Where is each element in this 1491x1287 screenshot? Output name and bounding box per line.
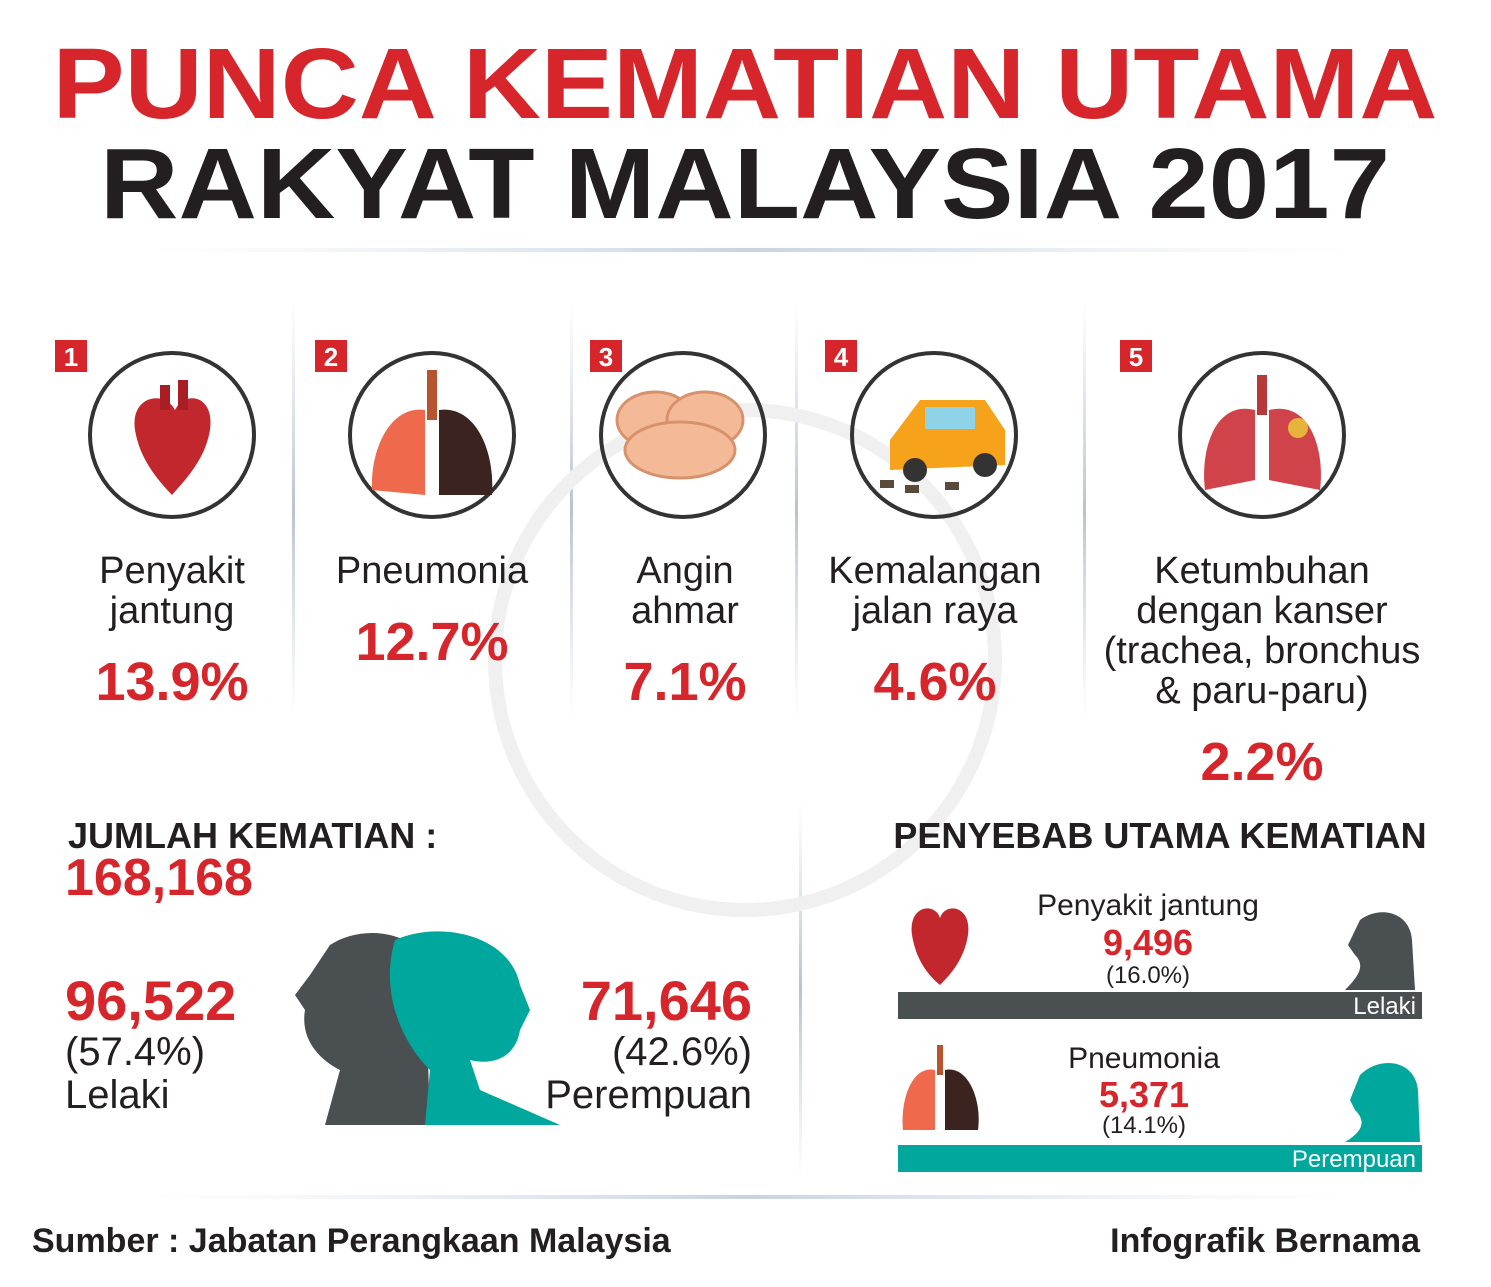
rank: 2: [324, 342, 338, 372]
rank-badge: [1120, 340, 1152, 372]
male-share: (57.4%): [65, 1030, 205, 1074]
rank: 5: [1129, 342, 1143, 372]
cause-label: Pneumonia: [336, 550, 529, 592]
female-label: Perempuan: [545, 1073, 752, 1117]
rank-badge: [55, 340, 87, 372]
leading-group: Lelaki: [1353, 993, 1416, 1020]
brain-icon: [615, 390, 745, 480]
male-label: Lelaki: [65, 1073, 170, 1117]
total-label: JUMLAH KEMATIAN :: [68, 815, 437, 856]
column-dividers: [292, 300, 1086, 1180]
rank: 1: [64, 342, 78, 372]
leading-share: (14.1%): [1102, 1112, 1186, 1139]
leading-group: Perempuan: [1292, 1146, 1416, 1173]
cause-label: Penyakit: [99, 550, 245, 592]
cause-percent: 4.6%: [873, 652, 996, 712]
title-line-2: RAKYAT MALAYSIA 2017: [100, 128, 1390, 240]
leading-value: 5,371: [1099, 1074, 1189, 1115]
cause-label: (trachea, bronchus: [1104, 630, 1421, 672]
rank: 3: [599, 342, 613, 372]
heads-icon: [295, 931, 560, 1125]
leading-cause: Pneumonia: [1068, 1042, 1220, 1075]
cause-label: ahmar: [631, 590, 739, 632]
cause-percent: 2.2%: [1200, 732, 1323, 792]
cause-label: dengan kanser: [1136, 590, 1388, 632]
heart-small: [911, 908, 969, 985]
male-value: 96,522: [65, 969, 236, 1032]
leading-value: 9,496: [1103, 922, 1193, 963]
title-line-1: PUNCA KEMATIAN UTAMA: [53, 28, 1438, 140]
female-head: [1345, 1063, 1420, 1142]
icons: [88, 351, 1346, 519]
heart-icon: [134, 380, 211, 495]
male-head: [1345, 912, 1415, 990]
leading-title: PENYEBAB UTAMA KEMATIAN: [893, 815, 1426, 856]
leading-share: (16.0%): [1106, 962, 1190, 989]
male-bar: [898, 992, 1422, 1019]
leading-cause: Penyakit jantung: [1037, 889, 1259, 922]
female-bar: [898, 1145, 1422, 1172]
cause-percent: 7.1%: [623, 652, 746, 712]
credit: Infografik Bernama: [1110, 1222, 1421, 1260]
cause-label: Kemalangan: [828, 550, 1041, 592]
total-value: 168,168: [65, 849, 253, 907]
rank-badge: [825, 340, 857, 372]
cause-label: Ketumbuhan: [1154, 550, 1370, 592]
rank-badge: [590, 340, 622, 372]
lungs-icon: [371, 370, 493, 495]
divider: [150, 1195, 1350, 1199]
divider: [150, 248, 1350, 252]
car-icon: [880, 400, 1005, 493]
rank: 4: [834, 342, 849, 372]
source: Sumber : Jabatan Perangkaan Malaysia: [32, 1222, 672, 1260]
cause-label: jalan raya: [852, 590, 1019, 632]
cause-label: jantung: [109, 590, 235, 632]
rank-badge: [315, 340, 347, 372]
watermark: [488, 403, 1002, 917]
cause-label: & paru-paru): [1155, 670, 1368, 712]
female-value: 71,646: [581, 969, 752, 1032]
cause-percent: 13.9%: [95, 652, 248, 712]
lungs-small: [902, 1045, 979, 1130]
cause-label: Angin: [636, 550, 733, 592]
cause-percent: 12.7%: [355, 612, 508, 672]
female-share: (42.6%): [612, 1030, 752, 1074]
lungs-cancer-icon: [1204, 375, 1321, 490]
